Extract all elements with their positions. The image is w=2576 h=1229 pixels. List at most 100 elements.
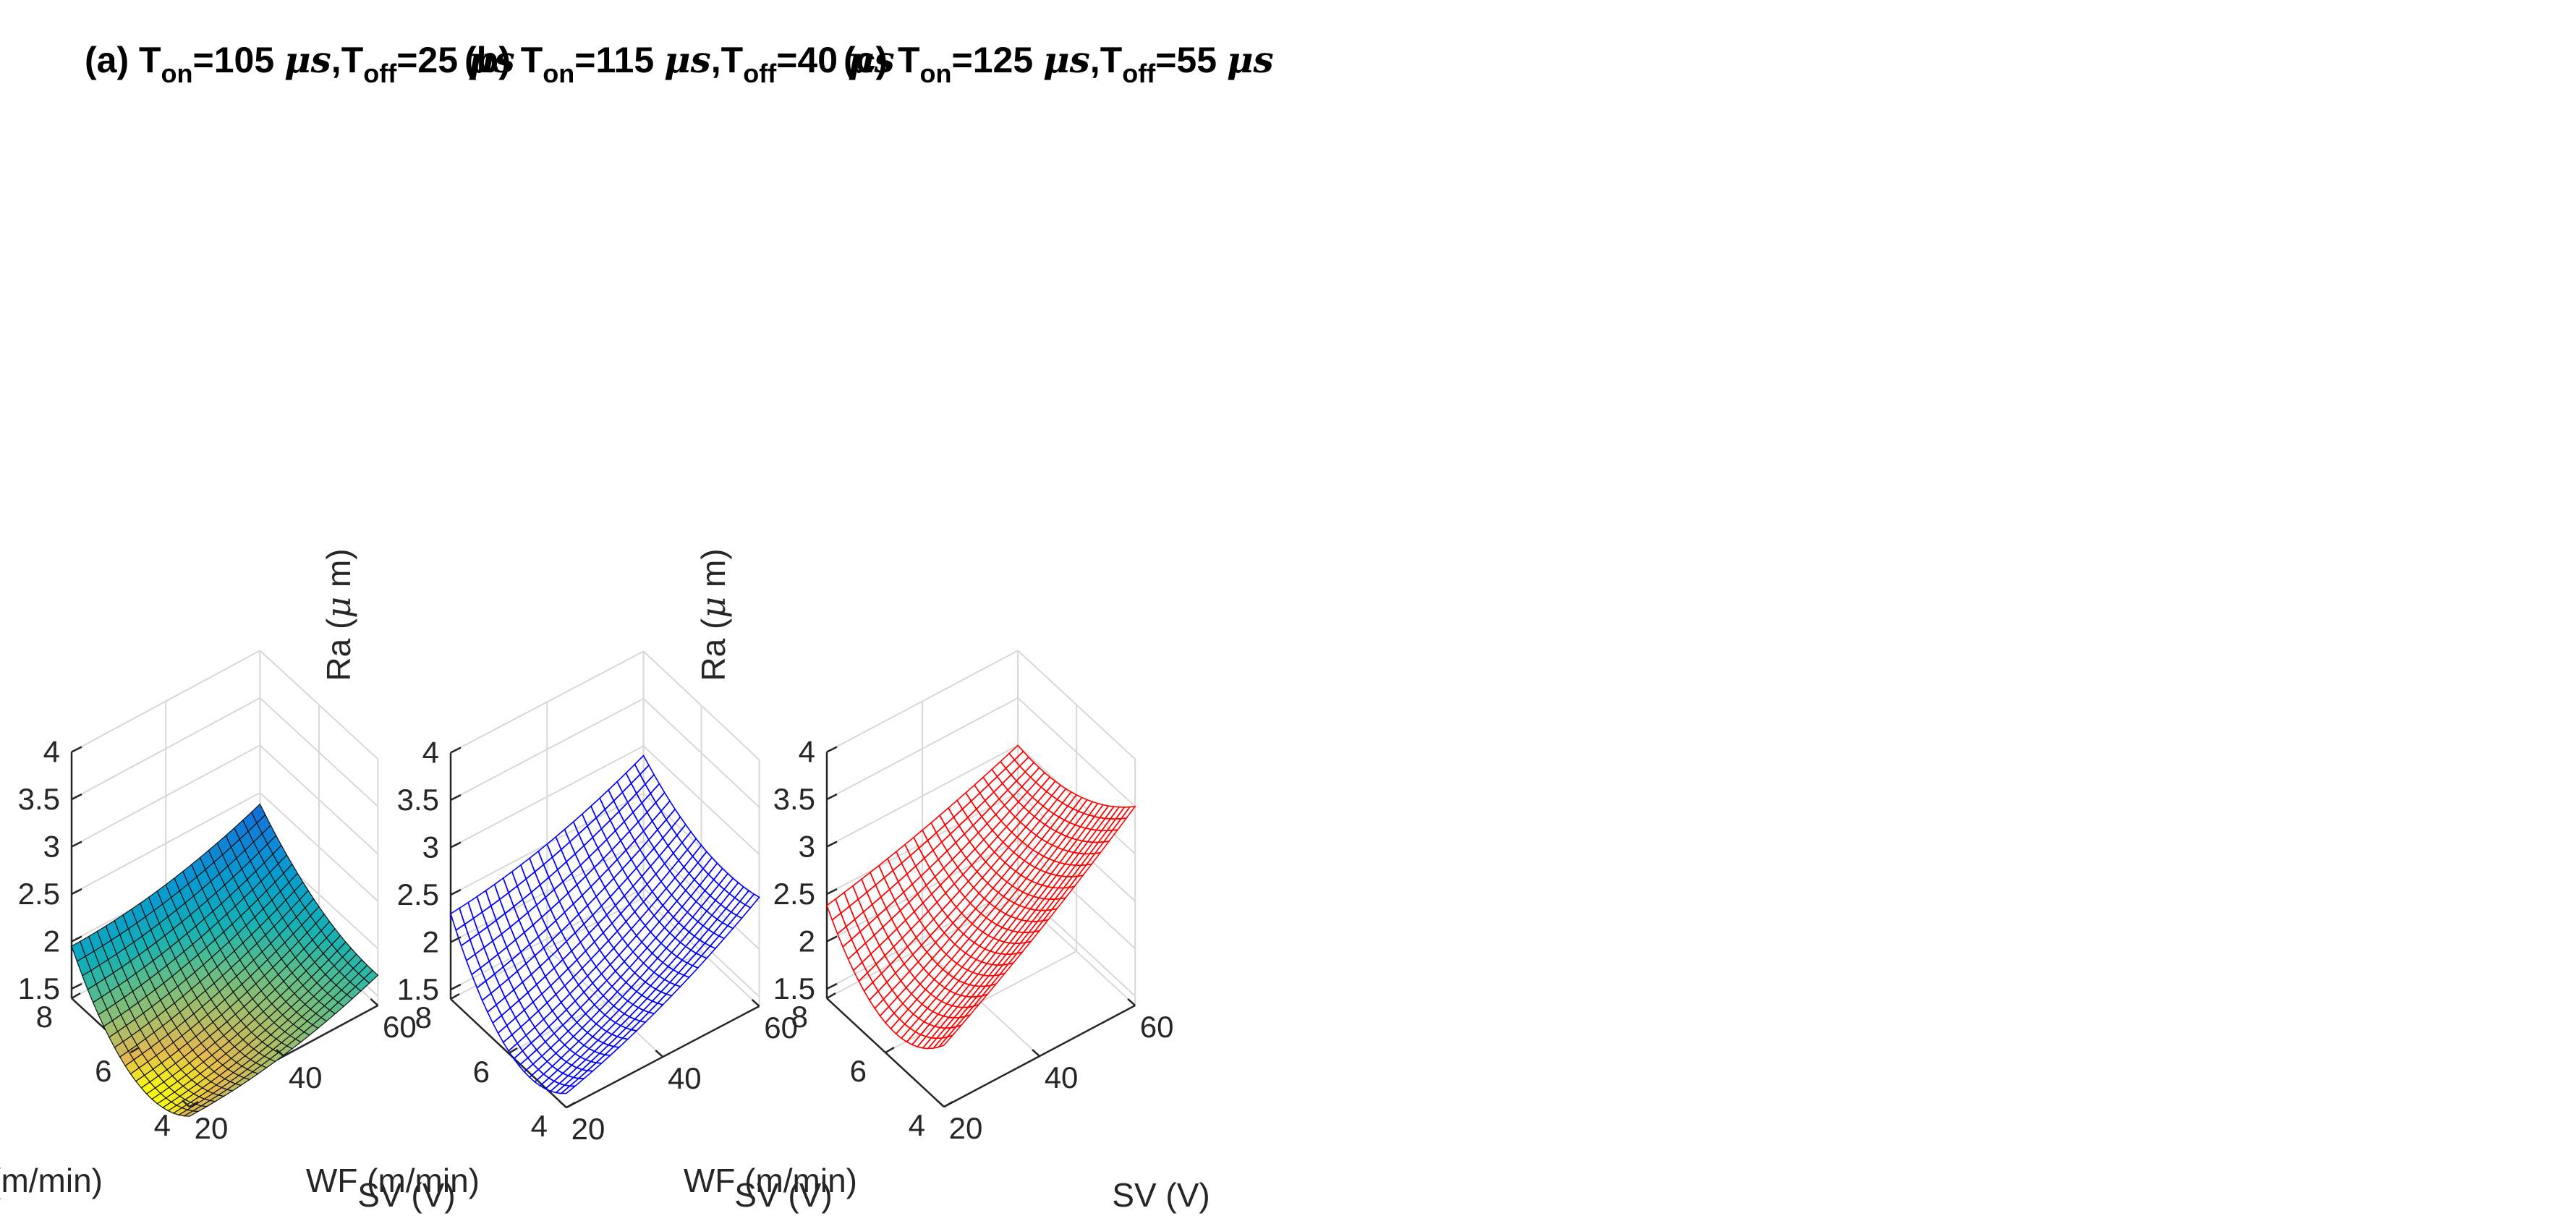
z-axis-label-prefix: Ra ( (694, 618, 732, 681)
x-tick-label: 40 (1045, 1060, 1079, 1094)
title-subscript-on: on (920, 59, 952, 88)
title-subscript-on: on (543, 59, 574, 88)
x-tick-label: 20 (195, 1111, 229, 1145)
title-subscript-off: off (363, 59, 397, 88)
surface-patch (182, 1110, 200, 1117)
z-tick-label: 1.5 (773, 971, 815, 1005)
x-tick-label: 60 (1140, 1010, 1174, 1044)
title-unit: μs (664, 38, 711, 81)
z-tick (71, 935, 82, 943)
y-tick (566, 1102, 576, 1109)
title-subscript-off: off (743, 59, 777, 88)
y-tick (943, 1101, 953, 1108)
subplot-title: (a) Ton=105 μs,Toff=25 μs (85, 38, 515, 88)
title-part: ,T (1090, 40, 1122, 80)
title-subscript-off: off (1122, 59, 1156, 88)
y-tick-label: 6 (850, 1054, 867, 1088)
z-axis-label-suffix: m) (694, 548, 732, 596)
title-unit: μs (1227, 38, 1274, 81)
title-part: ,T (331, 40, 363, 80)
z-tick (450, 747, 462, 754)
title-part: =105 (193, 40, 285, 80)
z-tick-label: 3 (799, 830, 815, 864)
title-part: =25 (396, 40, 468, 80)
mesh-cell (937, 1034, 955, 1049)
z-tick (71, 793, 82, 801)
y-tick (129, 1047, 140, 1054)
z-tick-label: 2 (422, 925, 439, 959)
z-tick (826, 841, 838, 848)
z-axis-label: Ra (μ m) (319, 548, 358, 681)
title-part: (a) T (85, 40, 161, 80)
y-axis-label: WF (m/min) (0, 1162, 103, 1199)
z-axis-label-mu: μ (319, 597, 358, 618)
z-tick (450, 983, 462, 991)
y-tick (885, 1047, 895, 1054)
surface-a (71, 803, 379, 1117)
z-tick-label: 3.5 (397, 783, 439, 817)
x-axis-label: SV (V) (1112, 1176, 1210, 1214)
title-part: =125 (952, 40, 1044, 80)
y-tick (508, 1047, 518, 1055)
x-tick (370, 998, 379, 1006)
x-tick (751, 999, 760, 1007)
y-tick-label: 4 (531, 1109, 548, 1143)
x-tick (1032, 1049, 1040, 1057)
y-tick (826, 992, 836, 1000)
x-tick-label: 20 (571, 1112, 605, 1146)
z-tick (71, 982, 82, 990)
title-unit: μs (284, 38, 331, 81)
title-subscript-on: on (161, 59, 193, 88)
z-tick (450, 936, 462, 943)
x-tick (558, 1100, 567, 1109)
z-tick (826, 982, 838, 990)
z-tick-label: 2.5 (773, 877, 815, 911)
z-tick-label: 3 (422, 830, 439, 864)
y-tick-label: 8 (36, 1000, 53, 1034)
z-tick-label: 3 (43, 830, 60, 864)
z-tick-label: 1.5 (18, 971, 60, 1005)
mesh-cell (559, 1085, 577, 1094)
z-tick (71, 888, 82, 896)
z-tick (826, 746, 838, 753)
x-axis-label: SV (V) (734, 1176, 832, 1214)
z-axis-label-mu: μ (694, 597, 733, 618)
grid-line (450, 897, 645, 1000)
subplot-title: (c) Ton=125 μs,Toff=55 μs (843, 38, 1274, 88)
z-tick-label: 2.5 (397, 877, 439, 911)
z-tick (450, 794, 462, 801)
z-tick-label: 4 (799, 735, 815, 769)
z-tick (826, 888, 838, 896)
y-tick-label: 6 (95, 1054, 111, 1088)
x-tick-label: 40 (668, 1061, 702, 1095)
title-part: =40 (776, 40, 848, 80)
title-unit: μs (848, 38, 895, 81)
y-axis-label: WF (m/min) (684, 1162, 857, 1199)
y-tick-label: 4 (909, 1108, 925, 1142)
x-axis-label: SV (V) (357, 1176, 455, 1214)
y-tick (450, 993, 460, 1000)
y-tick-label: 8 (415, 1000, 432, 1034)
y-tick (71, 992, 81, 1000)
x-tick-label: 20 (949, 1111, 983, 1145)
title-part: ,T (711, 40, 743, 80)
y-tick-label: 4 (154, 1108, 171, 1142)
x-tick (182, 1100, 190, 1108)
z-tick (450, 888, 462, 896)
z-axis-label-suffix: m) (320, 548, 357, 596)
z-axis-label: Ra (μ m) (694, 548, 733, 681)
title-part: (c) T (843, 40, 920, 80)
x-tick-label: 60 (383, 1010, 417, 1044)
z-axis-label-prefix: Ra ( (320, 618, 357, 681)
z-tick-label: 4 (422, 736, 439, 770)
title-part: =115 (574, 40, 664, 80)
x-tick-label: 60 (764, 1011, 798, 1045)
z-tick (826, 935, 838, 943)
y-axis-label: WF (m/min) (306, 1162, 480, 1199)
surface-b (450, 754, 760, 1094)
